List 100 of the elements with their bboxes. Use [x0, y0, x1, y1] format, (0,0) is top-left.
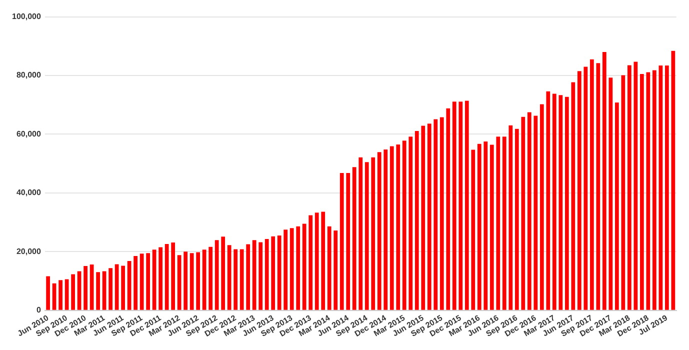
- bar: [177, 255, 182, 310]
- bar: [421, 126, 426, 310]
- bar: [284, 230, 288, 310]
- bar: [458, 102, 463, 310]
- bar: [402, 140, 406, 310]
- bar: [96, 272, 100, 310]
- bar: [190, 253, 194, 310]
- bar: [577, 71, 582, 310]
- bar: [546, 91, 550, 310]
- bar: [564, 96, 569, 310]
- bar: [434, 119, 438, 310]
- bar: [271, 236, 276, 310]
- y-tick-label: 80,000: [16, 70, 42, 80]
- bar: [540, 104, 544, 310]
- bar: [571, 82, 576, 310]
- bar: [184, 252, 188, 310]
- bar: [384, 149, 388, 310]
- bar: [158, 247, 163, 310]
- bar: [496, 136, 500, 310]
- bar: [534, 116, 538, 310]
- bar: [558, 95, 563, 310]
- bar: [140, 254, 144, 310]
- bar: [634, 62, 638, 310]
- bar: [196, 252, 200, 310]
- bar: [121, 266, 125, 310]
- bar: [608, 78, 613, 310]
- bar: [296, 226, 300, 310]
- bar: [340, 172, 344, 310]
- bar: [90, 264, 94, 310]
- bar: [214, 240, 219, 310]
- bar: [596, 63, 600, 310]
- bar: [590, 59, 594, 310]
- bar: [227, 245, 232, 310]
- bar: [327, 226, 332, 310]
- bar: [427, 124, 432, 310]
- bar: [77, 271, 82, 310]
- bar: [277, 235, 282, 310]
- bar: [202, 250, 206, 310]
- bar: [527, 112, 532, 310]
- bar: [246, 244, 250, 310]
- bar: [408, 136, 413, 310]
- y-tick-label: 0: [36, 306, 42, 315]
- bar: [484, 142, 488, 310]
- bar: [84, 266, 88, 310]
- bar: [221, 236, 226, 310]
- bar: [371, 157, 376, 310]
- bar: [627, 65, 632, 310]
- bar: [477, 144, 482, 310]
- bar: [464, 100, 469, 310]
- bar: [208, 246, 213, 310]
- bar: [502, 136, 506, 310]
- bar: [584, 66, 588, 310]
- bar: [308, 215, 313, 310]
- bar: [414, 130, 419, 310]
- bar: [127, 261, 132, 310]
- bar: [658, 66, 663, 310]
- y-tick-label: 100,000: [12, 12, 42, 22]
- bar: [390, 146, 394, 310]
- bar: [321, 212, 326, 310]
- bar: [640, 74, 644, 310]
- bar: [452, 102, 456, 310]
- bar: [264, 239, 269, 310]
- bar: [664, 66, 669, 310]
- bar: [134, 256, 138, 310]
- bar: [652, 70, 656, 310]
- y-tick-label: 40,000: [16, 188, 42, 198]
- bar: [64, 279, 69, 310]
- bar: [377, 152, 382, 310]
- bar: [352, 167, 356, 310]
- bar: [302, 224, 306, 310]
- bar: [108, 268, 112, 310]
- bar: [334, 230, 338, 310]
- bar: [671, 50, 676, 310]
- bar: [290, 228, 294, 310]
- bar: [252, 240, 256, 310]
- bar: [102, 271, 106, 310]
- bar: [346, 172, 350, 310]
- y-tick-label: 60,000: [16, 129, 42, 138]
- bar: [71, 274, 75, 310]
- bar: [446, 108, 450, 310]
- bar: [614, 102, 619, 310]
- bar: [646, 72, 650, 310]
- bar: [514, 128, 519, 310]
- bar: [552, 94, 556, 310]
- bar: [364, 162, 369, 310]
- bar: [234, 249, 238, 310]
- bar: [621, 75, 626, 310]
- bar: [314, 212, 319, 310]
- y-tick-label: 20,000: [16, 246, 42, 256]
- bar: [171, 242, 176, 310]
- bar: [521, 116, 526, 310]
- bar: [146, 253, 150, 310]
- bar: [114, 264, 119, 310]
- bar: [471, 150, 476, 310]
- bar: [396, 144, 400, 310]
- bar: [440, 117, 444, 310]
- bar: [46, 276, 50, 310]
- bar: [258, 242, 263, 310]
- bar: [602, 52, 606, 310]
- bar: [240, 249, 244, 310]
